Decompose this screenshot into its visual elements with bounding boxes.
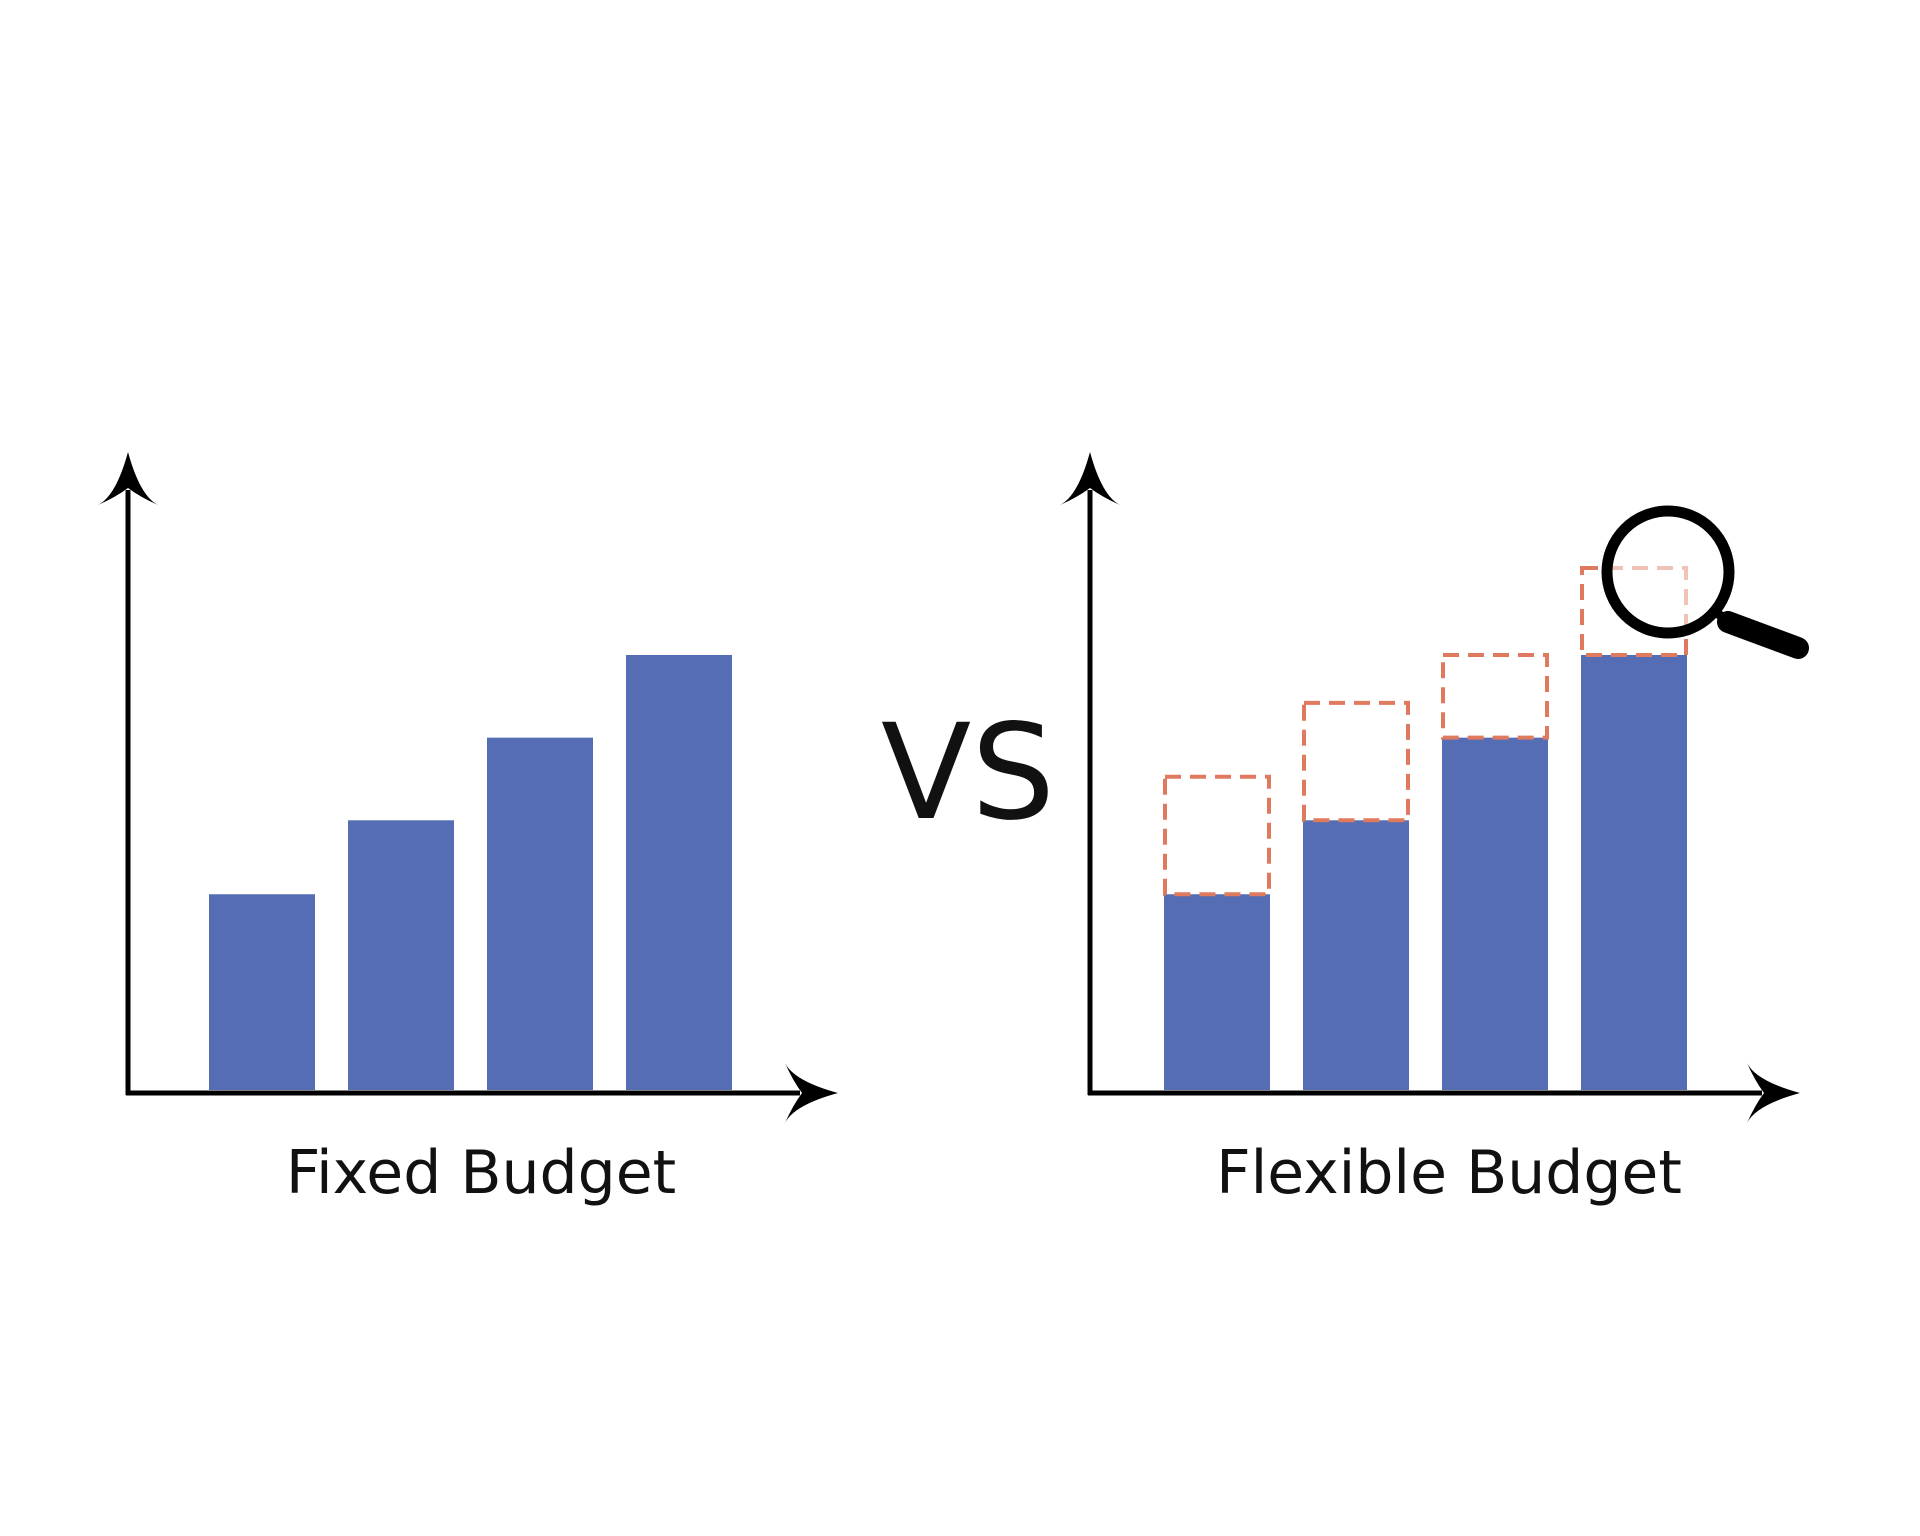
flexible-x-arrow-icon <box>1747 1063 1800 1123</box>
flexible-budget-dashed-ranges <box>1163 566 1688 897</box>
flexible-range-2 <box>1302 700 1410 823</box>
fixed-bar-2 <box>348 820 454 1090</box>
fixed-budget-chart: Fixed Budget <box>98 452 838 1208</box>
fixed-bar-1 <box>209 894 315 1090</box>
flexible-range-3 <box>1441 653 1549 740</box>
flexible-bar-2 <box>1303 820 1409 1090</box>
flexible-budget-chart: Flexible Budget <box>1060 452 1809 1208</box>
fixed-bar-3 <box>487 737 593 1090</box>
magnifying-glass-icon <box>1601 505 1809 659</box>
flexible-bar-4 <box>1581 655 1687 1090</box>
flexible-y-arrow-icon <box>1060 452 1120 505</box>
fixed-bar-4 <box>626 655 732 1090</box>
fixed-y-arrow-icon <box>98 452 158 505</box>
flexible-range-1 <box>1163 774 1271 897</box>
fixed-budget-bars <box>209 655 732 1090</box>
fixed-budget-caption: Fixed Budget <box>286 1138 676 1208</box>
flexible-budget-caption: Flexible Budget <box>1216 1138 1682 1208</box>
flexible-budget-bars <box>1164 655 1687 1090</box>
fixed-x-arrow-icon <box>785 1063 838 1123</box>
flexible-bar-1 <box>1164 894 1270 1090</box>
vs-label: VS <box>881 696 1055 850</box>
flexible-bar-3 <box>1442 737 1548 1090</box>
